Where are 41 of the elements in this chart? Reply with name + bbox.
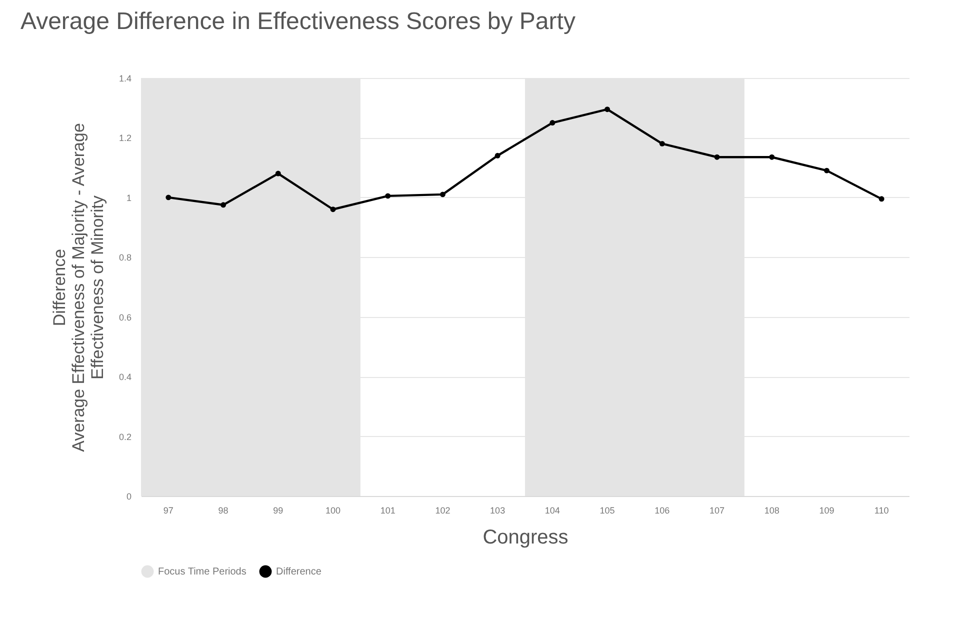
x-tick-label: 110 <box>874 506 889 516</box>
point <box>714 154 720 160</box>
x-tick-label: 106 <box>654 506 670 516</box>
y-tick-label: 0.4 <box>118 372 132 382</box>
y-tick-label: 0.2 <box>118 432 132 442</box>
point <box>604 106 610 112</box>
point <box>659 140 665 146</box>
point <box>494 152 500 158</box>
y-tick-label: 0.6 <box>118 312 132 322</box>
x-tick-label: 97 <box>163 506 174 516</box>
x-tick-label: 102 <box>435 506 450 516</box>
x-tick-label: 107 <box>709 506 725 516</box>
x-tick-label: 105 <box>600 506 615 516</box>
y-axis-title: Difference Average Effectiveness of Majority - Average Effectiveness of Minority <box>50 123 107 452</box>
point <box>878 196 884 202</box>
x-tick-label: 104 <box>544 506 560 516</box>
y-tick-label: 0.8 <box>118 252 132 263</box>
x-tick-label: 108 <box>764 506 780 516</box>
legend-label: Difference <box>276 566 322 578</box>
point <box>440 192 446 198</box>
point <box>275 170 281 176</box>
legend-label: Focus Time Periods <box>158 566 246 578</box>
x-tick-label: 103 <box>490 506 506 516</box>
point <box>166 194 172 200</box>
point <box>385 193 391 199</box>
point <box>220 202 226 208</box>
x-axis-title: Congress <box>482 526 568 548</box>
point <box>824 168 830 174</box>
y-tick-label: 1.4 <box>118 74 132 84</box>
y-tick-label: 1 <box>126 192 132 203</box>
y-tick-label: 0 <box>126 492 132 502</box>
point <box>769 154 775 160</box>
x-tick-label: 98 <box>218 506 228 516</box>
x-tick-label: 101 <box>380 506 396 516</box>
y-tick-label: 1.2 <box>118 133 132 144</box>
point <box>330 206 336 212</box>
x-tick-label: 109 <box>819 506 834 516</box>
point <box>550 120 556 126</box>
x-tick-label: 99 <box>273 506 284 516</box>
chart-title: Average Difference in Effectiveness Scores by Party <box>20 8 576 35</box>
x-tick-label: 100 <box>325 506 341 516</box>
